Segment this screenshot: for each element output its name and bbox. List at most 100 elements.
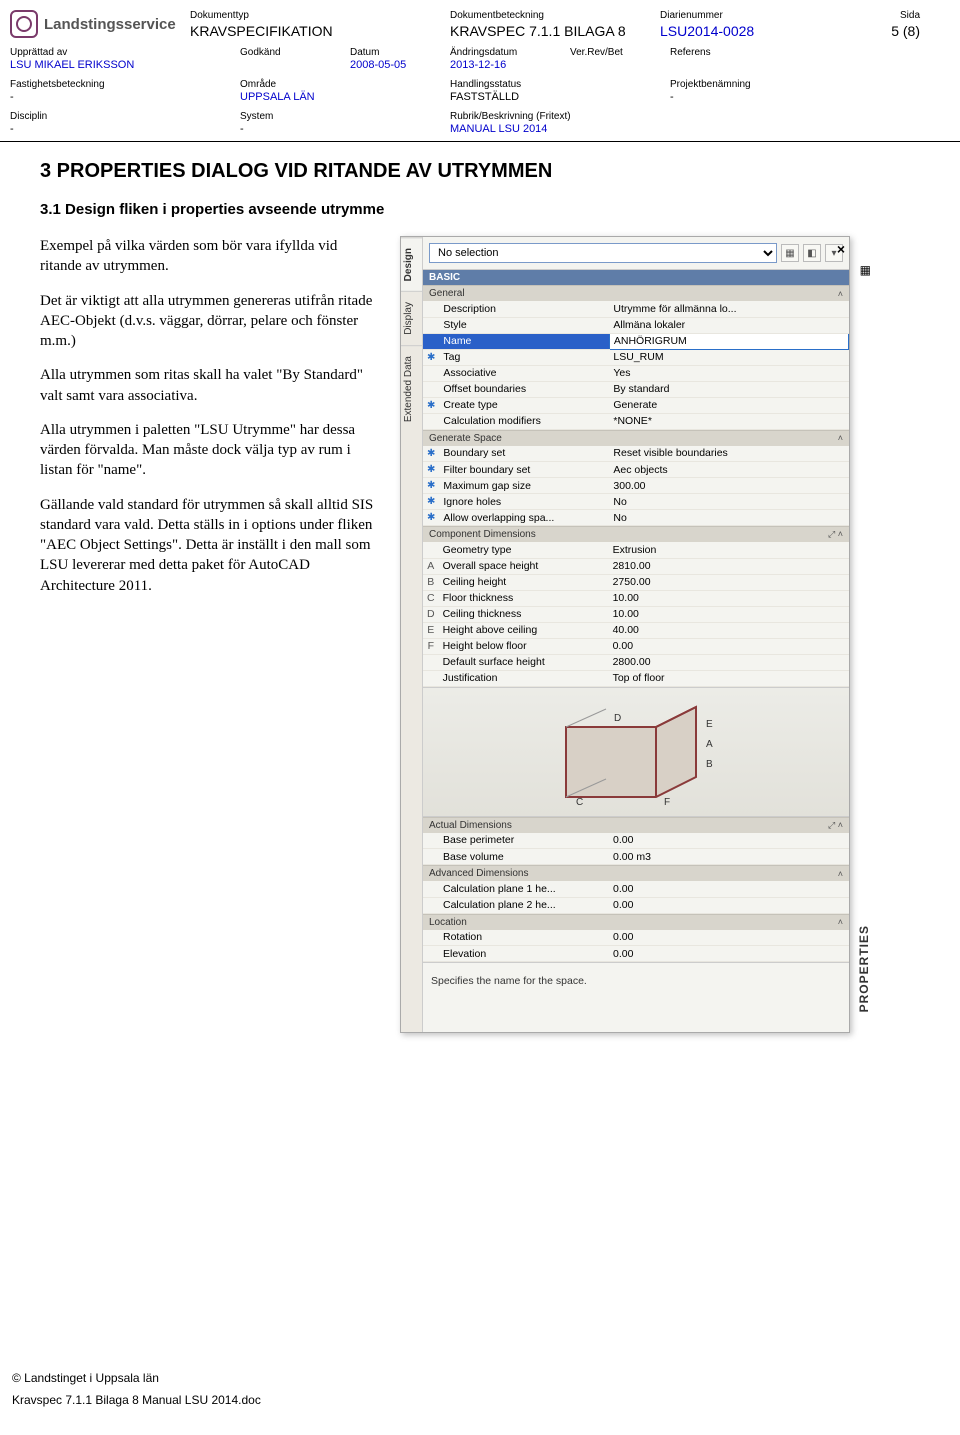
section-location[interactable]: Location ˄: [423, 914, 849, 930]
property-row[interactable]: Geometry typeExtrusion: [423, 542, 849, 558]
properties-vertical-label: PROPERTIES: [857, 925, 871, 1012]
section-actual-dimensions[interactable]: Actual Dimensions ⤢ ˄: [423, 817, 849, 833]
property-row[interactable]: Rotation0.00: [423, 930, 849, 946]
section-general[interactable]: General ˄: [423, 285, 849, 301]
property-row[interactable]: ✱Filter boundary setAec objects: [423, 462, 849, 478]
property-value[interactable]: 300.00: [609, 478, 849, 494]
property-value[interactable]: 40.00: [609, 622, 849, 638]
andring-value: 2013-12-16: [450, 59, 570, 71]
document-header: Landstingsservice Dokumenttyp KRAVSPECIF…: [0, 0, 960, 142]
property-row[interactable]: NameANHÖRIGRUM: [423, 333, 849, 349]
table-location: Rotation0.00Elevation0.00: [423, 930, 849, 963]
property-row[interactable]: Calculation plane 2 he...0.00: [423, 897, 849, 913]
property-row[interactable]: Elevation0.00: [423, 946, 849, 962]
dokumenttyp-value: KRAVSPECIFIKATION: [190, 23, 450, 39]
quick-select-icon[interactable]: ▦: [781, 244, 799, 262]
property-row[interactable]: Base volume0.00 m3: [423, 849, 849, 865]
property-value[interactable]: 0.00: [609, 833, 849, 849]
property-row[interactable]: ✱Create typeGenerate: [423, 397, 849, 413]
object-viewer-icon[interactable]: ◧: [803, 244, 821, 262]
property-value[interactable]: By standard: [609, 381, 848, 397]
sida-value: 5 (8): [840, 23, 920, 39]
property-value[interactable]: No: [609, 494, 849, 510]
property-value[interactable]: No: [609, 510, 849, 526]
property-value[interactable]: 10.00: [609, 606, 849, 622]
property-value[interactable]: Generate: [609, 397, 848, 413]
property-label: Overall space height: [439, 558, 609, 574]
row-icon: [423, 946, 439, 962]
property-row[interactable]: Offset boundariesBy standard: [423, 381, 849, 397]
property-value[interactable]: 0.00: [609, 881, 849, 897]
row-icon: [423, 897, 439, 913]
property-row[interactable]: FHeight below floor0.00: [423, 638, 849, 654]
row-icon: ✱: [423, 462, 439, 478]
section-generate-space[interactable]: Generate Space ˄: [423, 430, 849, 446]
row-icon: ✱: [423, 349, 439, 365]
property-row[interactable]: Calculation modifiers*NONE*: [423, 413, 849, 429]
row-letter: B: [423, 574, 439, 590]
property-row[interactable]: ✱Boundary setReset visible boundaries: [423, 446, 849, 462]
property-value[interactable]: LSU_RUM: [609, 349, 848, 365]
rubrik-value: MANUAL LSU 2014: [450, 123, 750, 135]
property-label: Tag: [439, 349, 609, 365]
property-value[interactable]: 0.00: [609, 946, 849, 962]
property-value[interactable]: *NONE*: [609, 413, 848, 429]
property-row[interactable]: StyleAllmäna lokaler: [423, 317, 849, 333]
property-value[interactable]: Top of floor: [609, 670, 849, 686]
sida-label: Sida: [840, 10, 920, 21]
property-row[interactable]: AssociativeYes: [423, 365, 849, 381]
property-value[interactable]: Utrymme för allmänna lo...: [609, 301, 848, 317]
table-component-dimensions: Geometry typeExtrusionAOverall space hei…: [423, 542, 849, 687]
property-value[interactable]: 10.00: [609, 590, 849, 606]
property-label: Geometry type: [439, 542, 609, 558]
selection-dropdown[interactable]: No selection: [429, 243, 777, 263]
property-value[interactable]: Extrusion: [609, 542, 849, 558]
property-row[interactable]: Calculation plane 1 he...0.00: [423, 881, 849, 897]
property-label: Offset boundaries: [439, 381, 609, 397]
close-icon[interactable]: ×: [837, 241, 845, 257]
section-component-dimensions[interactable]: Component Dimensions ⤢ ˄: [423, 526, 849, 542]
property-value[interactable]: 2750.00: [609, 574, 849, 590]
table-advanced-dimensions: Calculation plane 1 he...0.00Calculation…: [423, 881, 849, 914]
property-value[interactable]: Yes: [609, 365, 848, 381]
palette-icon[interactable]: ▦: [860, 263, 871, 277]
section-advanced-dimensions[interactable]: Advanced Dimensions ˄: [423, 865, 849, 881]
property-row[interactable]: AOverall space height2810.00: [423, 558, 849, 574]
hint-text: Specifies the name for the space.: [423, 962, 849, 1032]
tab-design[interactable]: Design: [401, 237, 422, 291]
omrade-label: Område: [240, 79, 450, 90]
property-row[interactable]: JustificationTop of floor: [423, 670, 849, 686]
property-row[interactable]: Base perimeter0.00: [423, 833, 849, 849]
svg-text:B: B: [706, 759, 713, 770]
section-heading: 3 PROPERTIES DIALOG VID RITANDE AV UTRYM…: [40, 160, 920, 183]
property-row[interactable]: ✱TagLSU_RUM: [423, 349, 849, 365]
property-value[interactable]: 2810.00: [609, 558, 849, 574]
property-row[interactable]: ✱Maximum gap size300.00: [423, 478, 849, 494]
property-row[interactable]: EHeight above ceiling40.00: [423, 622, 849, 638]
property-value[interactable]: 0.00: [609, 897, 849, 913]
row-icon: [423, 365, 439, 381]
tab-display[interactable]: Display: [401, 291, 422, 345]
property-row[interactable]: DescriptionUtrymme för allmänna lo...: [423, 301, 849, 317]
property-value[interactable]: Reset visible boundaries: [609, 446, 849, 462]
property-value[interactable]: Aec objects: [609, 462, 849, 478]
property-value[interactable]: 0.00: [609, 930, 849, 946]
property-value[interactable]: 0.00 m3: [609, 849, 849, 865]
svg-text:A: A: [706, 739, 713, 750]
property-row[interactable]: ✱Ignore holesNo: [423, 494, 849, 510]
property-value[interactable]: Allmäna lokaler: [609, 317, 848, 333]
property-value[interactable]: ANHÖRIGRUM: [609, 333, 848, 349]
document-footer: © Landstinget i Uppsala län Kravspec 7.1…: [12, 1371, 261, 1415]
tab-extended-data[interactable]: Extended Data: [401, 345, 422, 432]
property-row[interactable]: CFloor thickness10.00: [423, 590, 849, 606]
property-value[interactable]: 2800.00: [609, 654, 849, 670]
svg-text:E: E: [706, 719, 713, 730]
property-row[interactable]: DCeiling thickness10.00: [423, 606, 849, 622]
system-value: -: [240, 123, 450, 135]
property-row[interactable]: Default surface height2800.00: [423, 654, 849, 670]
property-value[interactable]: 0.00: [609, 638, 849, 654]
projekt-value: -: [670, 91, 790, 103]
row-icon: [423, 833, 439, 849]
property-row[interactable]: BCeiling height2750.00: [423, 574, 849, 590]
property-row[interactable]: ✱Allow overlapping spa...No: [423, 510, 849, 526]
